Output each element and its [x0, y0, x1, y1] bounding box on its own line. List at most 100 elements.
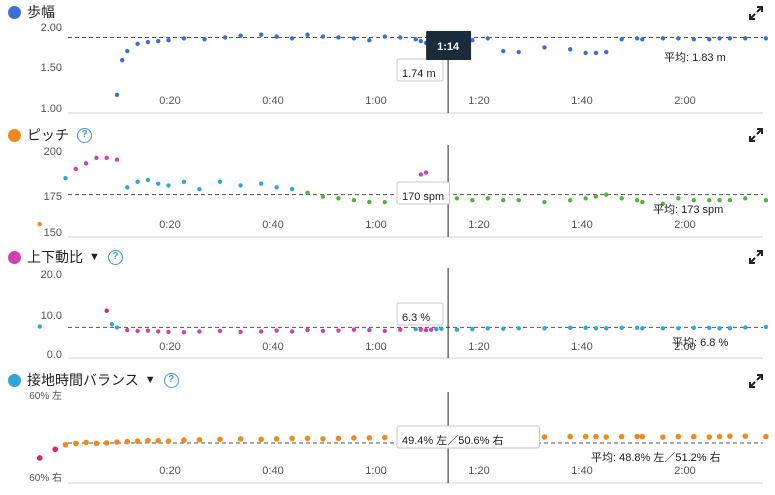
panel-2-data-point — [727, 326, 733, 331]
panel-3-data-point — [603, 434, 610, 440]
panel-1-data-point — [197, 186, 202, 192]
panel-2-data-point — [676, 326, 681, 331]
panel-1-data-point — [501, 198, 506, 203]
panel-3-tooltip-box — [396, 425, 540, 449]
panel-1-data-point — [217, 179, 223, 184]
panel-1-data-point — [470, 198, 475, 203]
cadence-expand-icon[interactable] — [749, 128, 763, 142]
gct-balance-title: 接地時間バランス — [27, 372, 139, 388]
vertical-ratio-help-icon[interactable]: ? — [107, 249, 123, 265]
panel-2-data-point — [351, 327, 357, 332]
panel-0-data-point — [413, 37, 418, 42]
panel-2-data-point — [660, 326, 666, 331]
panel-0-data-point — [717, 36, 722, 41]
panel-0-data-point — [145, 39, 151, 45]
panel-3-data-point — [716, 433, 723, 440]
panel-3-data-point — [335, 435, 342, 442]
panel-1-data-point — [516, 198, 521, 203]
panel-0-x-tick-label: 0:20 — [159, 95, 180, 107]
panel-2-data-point — [516, 326, 521, 331]
panel-2-data-point — [238, 329, 243, 335]
panel-2-data-point — [135, 328, 140, 334]
panel-0-data-point — [289, 36, 295, 41]
panel-1-data-point — [125, 185, 130, 190]
panel-3-y-label: 60% 右 — [29, 471, 62, 484]
panel-0-data-point — [763, 36, 769, 41]
gct-balance-dropdown-icon[interactable]: ▼ — [144, 374, 156, 386]
panel-2-data-point — [691, 325, 696, 331]
panel-1-data-point — [63, 175, 68, 181]
panel-1-data-point — [382, 199, 387, 205]
panel-3-data-point — [103, 440, 110, 446]
panel-2-data-point — [336, 328, 341, 333]
panel-1-tooltip-box — [396, 181, 450, 205]
panel-2-data-point — [320, 328, 326, 334]
gct-balance-expand-icon[interactable] — [749, 374, 763, 388]
panel-1-data-point — [83, 161, 89, 166]
panel-0-data-point — [660, 36, 666, 41]
panel-3-data-point — [660, 434, 666, 440]
panel-0-data-point — [593, 50, 599, 56]
panel-1-data-point — [691, 198, 696, 203]
panel-2-data-point — [305, 327, 310, 333]
panel-2-data-point — [542, 326, 547, 331]
vertical-ratio-expand-icon[interactable] — [749, 250, 763, 264]
panel-0-y-label: 1.00 — [41, 103, 62, 115]
stride-expand-icon[interactable] — [749, 6, 763, 20]
panel-2-average-label: 平均: 6.8 % — [672, 336, 728, 349]
panel-2-data-point — [109, 322, 115, 327]
panel-1-data-point — [568, 198, 573, 203]
panel-0-data-point — [166, 38, 171, 43]
panel-1-data-point — [320, 194, 326, 199]
panel-1-data-point — [274, 185, 279, 190]
panel-0-data-point — [619, 37, 624, 42]
panel-3-y-label: 60% 左 — [29, 389, 62, 402]
panel-2-data-point — [593, 326, 599, 331]
panel-1-data-point — [707, 198, 712, 203]
panel-1-x-tick-label: 2:00 — [674, 219, 695, 231]
panel-1-data-point — [289, 186, 295, 192]
panel-3-data-point — [258, 436, 265, 443]
panel-3-data-point — [706, 434, 713, 440]
panel-0-data-point — [604, 49, 609, 55]
panel-0-data-point — [135, 41, 140, 47]
gct-balance-help-icon[interactable]: ? — [163, 372, 179, 388]
panel-0-data-point — [336, 35, 341, 40]
vertical-ratio-dropdown-icon[interactable]: ▼ — [89, 251, 100, 263]
panel-2-data-point — [166, 329, 171, 335]
panel-1-data-point — [181, 179, 187, 184]
panel-2-data-point — [367, 327, 372, 333]
panel-1-data-point — [640, 199, 645, 205]
panel-3-data-point — [351, 435, 357, 441]
panel-0-data-point — [501, 48, 506, 54]
panel-1-data-point — [418, 172, 424, 177]
panel-3-tooltip-text: 49.4% 左／50.6% 右 — [402, 433, 504, 447]
panel-0-data-point — [125, 48, 130, 54]
panel-3-data-point — [181, 437, 187, 444]
cursor-time-label: 1:14 — [437, 41, 460, 53]
panel-3-x-tick-label: 0:40 — [262, 465, 283, 477]
panel-0-data-point — [640, 37, 645, 42]
panel-0-data-point — [222, 35, 228, 40]
panel-0-data-point — [320, 34, 326, 39]
panel-1-data-point — [104, 155, 109, 161]
panel-3-data-point — [727, 433, 733, 439]
panel-1-y-label: 175 — [44, 191, 62, 203]
panel-0-data-point — [238, 33, 243, 38]
panel-2-data-point — [37, 324, 42, 329]
panel-2-data-point — [259, 329, 264, 334]
panel-3-data-point — [304, 435, 311, 442]
panel-0-data-point — [305, 32, 310, 37]
panel-1-data-point — [604, 192, 609, 197]
panel-1-data-point — [717, 198, 722, 203]
cadence-help-icon[interactable]: ? — [77, 127, 92, 143]
panel-3-data-point — [639, 433, 646, 440]
panel-1-x-tick-label: 0:20 — [159, 219, 180, 231]
stride-dot-icon — [8, 5, 21, 19]
panel-0-data-point — [727, 36, 733, 41]
panel-1-data-point — [763, 198, 769, 203]
panel-3-data-point — [83, 439, 89, 446]
panel-2-data-point — [382, 328, 387, 334]
panel-1-x-tick-label: 0:40 — [262, 219, 283, 231]
